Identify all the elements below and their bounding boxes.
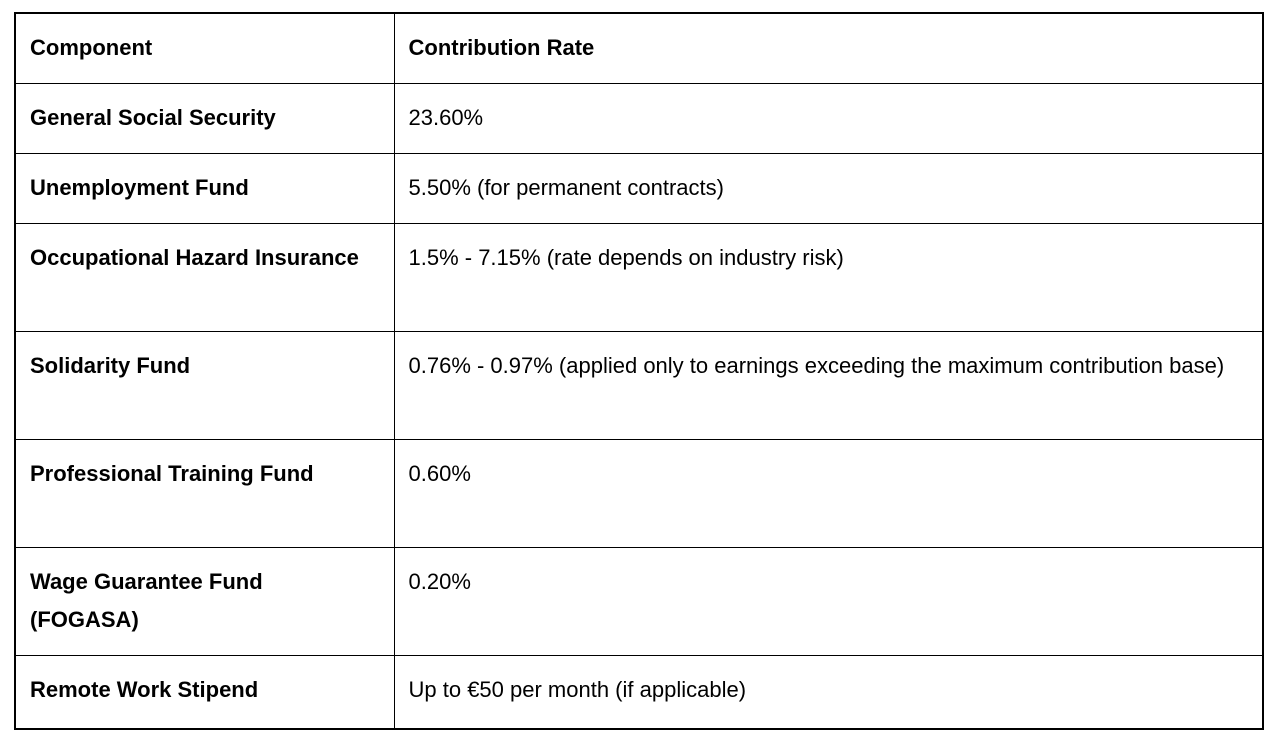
table-cell-component: Occupational Hazard Insurance (14, 222, 395, 332)
contribution-rate-table: Component Contribution Rate General Soci… (14, 12, 1264, 730)
table-cell-component: Professional Training Fund (14, 438, 395, 548)
table-cell-rate: 1.5% - 7.15% (rate depends on industry r… (393, 222, 1264, 332)
table-cell-rate: 5.50% (for permanent contracts) (393, 152, 1264, 224)
table-row: Solidarity Fund 0.76% - 0.97% (applied o… (14, 330, 1264, 440)
table-row: Occupational Hazard Insurance 1.5% - 7.1… (14, 222, 1264, 332)
table-cell-component: Unemployment Fund (14, 152, 395, 224)
table-row: Professional Training Fund 0.60% (14, 438, 1264, 548)
table-cell-component: Wage Guarantee Fund (FOGASA) (14, 546, 395, 656)
table-header-row: Component Contribution Rate (14, 12, 1264, 84)
table-cell-rate: Up to €50 per month (if applicable) (393, 654, 1264, 730)
table-cell-component: Remote Work Stipend (14, 654, 395, 730)
table-cell-rate: 23.60% (393, 82, 1264, 154)
table-cell-rate: 0.76% - 0.97% (applied only to earnings … (393, 330, 1264, 440)
header-cell-component: Component (14, 12, 395, 84)
header-cell-contribution-rate: Contribution Rate (393, 12, 1264, 84)
table-cell-component: Solidarity Fund (14, 330, 395, 440)
table-cell-rate: 0.20% (393, 546, 1264, 656)
table-row: General Social Security 23.60% (14, 82, 1264, 154)
table-cell-component: General Social Security (14, 82, 395, 154)
table-row: Wage Guarantee Fund (FOGASA) 0.20% (14, 546, 1264, 656)
table-row: Unemployment Fund 5.50% (for permanent c… (14, 152, 1264, 224)
table-cell-rate: 0.60% (393, 438, 1264, 548)
table-row: Remote Work Stipend Up to €50 per month … (14, 654, 1264, 730)
